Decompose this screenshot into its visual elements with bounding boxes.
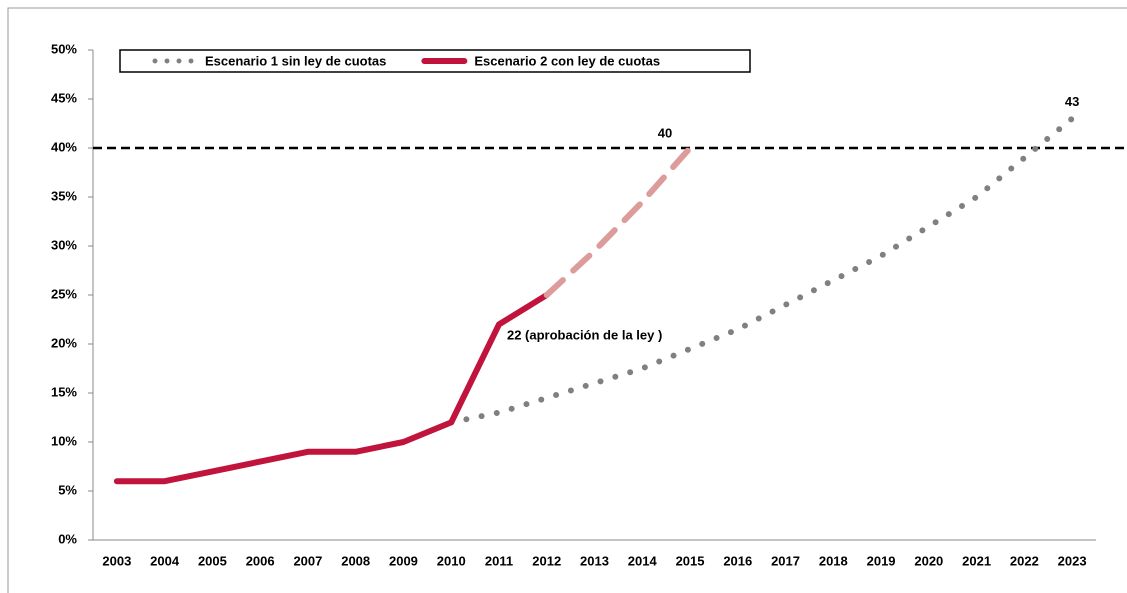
y-tick-label: 10%: [51, 433, 77, 448]
x-tick-label: 2007: [293, 553, 322, 568]
x-tick-label: 2014: [628, 553, 658, 568]
x-tick-label: 2004: [150, 553, 180, 568]
x-tick-label: 2011: [485, 553, 513, 568]
x-tick-label: 2021: [962, 553, 991, 568]
y-tick-label: 45%: [51, 90, 77, 105]
x-tick-label: 2013: [580, 553, 609, 568]
series-line: [543, 145, 694, 298]
legend-label: Escenario 1 sin ley de cuotas: [205, 53, 386, 68]
x-tick-label: 2009: [389, 553, 418, 568]
y-tick-label: 15%: [51, 384, 77, 399]
x-tick-label: 2020: [914, 553, 943, 568]
y-tick-label: 20%: [51, 335, 77, 350]
y-tick-label: 25%: [51, 286, 77, 301]
x-tick-label: 2017: [771, 553, 800, 568]
y-tick-label: 0%: [58, 531, 77, 546]
legend-label: Escenario 2 con ley de cuotas: [474, 53, 660, 68]
series-line: [113, 292, 550, 485]
x-tick-label: 2018: [819, 553, 848, 568]
x-tick-label: 2019: [867, 553, 896, 568]
x-tick-label: 2022: [1010, 553, 1039, 568]
x-tick-label: 2015: [676, 553, 705, 568]
x-tick-label: 2012: [532, 553, 561, 568]
x-tick-label: 2023: [1058, 553, 1087, 568]
annotation: 40: [658, 125, 672, 140]
y-tick-label: 5%: [58, 482, 77, 497]
x-tick-label: 2006: [246, 553, 275, 568]
series-line: [448, 115, 1076, 426]
x-tick-label: 2016: [723, 553, 752, 568]
annotation: 43: [1065, 94, 1079, 109]
x-tick-label: 2008: [341, 553, 370, 568]
y-tick-label: 30%: [51, 237, 77, 252]
x-tick-label: 2005: [198, 553, 227, 568]
y-tick-label: 40%: [51, 139, 77, 154]
y-tick-label: 35%: [51, 188, 77, 203]
annotation: 22 (aprobación de la ley ): [507, 328, 662, 343]
frame: [7, 7, 1127, 593]
x-tick-label: 2010: [437, 553, 466, 568]
x-tick-label: 2003: [102, 553, 131, 568]
y-tick-label: 50%: [51, 41, 77, 56]
